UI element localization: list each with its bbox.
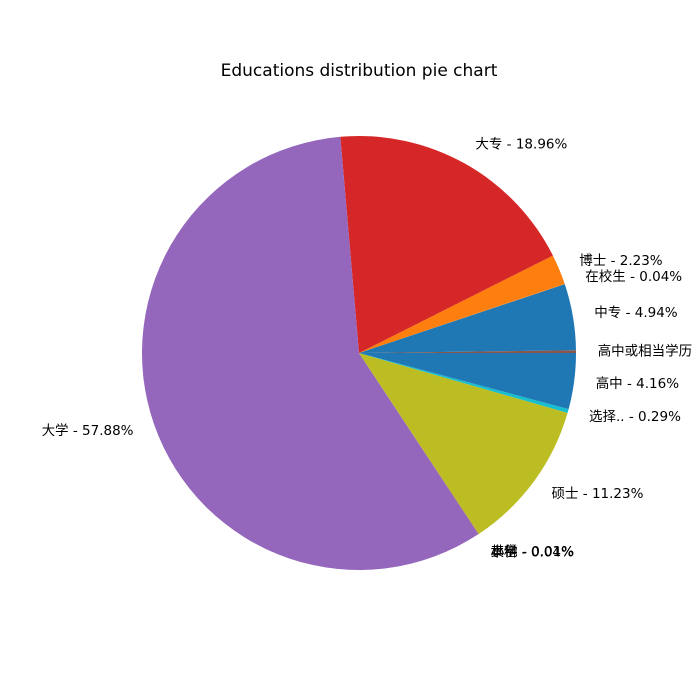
pie-slices <box>141 136 577 571</box>
slice-label-2: 在校生 - 0.04% <box>585 268 682 285</box>
pie-slice-9 <box>359 353 568 534</box>
slice-label-9: 硕士 - 11.23% <box>552 486 644 502</box>
pie-slice-0 <box>359 350 576 353</box>
slice-label-3: 博士 - 2.23% <box>579 252 663 269</box>
slice-label-6: 本科 - 0.04% <box>490 544 574 560</box>
pie-slice-5 <box>141 136 479 571</box>
pie-slice-1 <box>359 284 576 353</box>
slice-label-11: 高中 - 4.16% <box>596 375 680 392</box>
pie-slice-7 <box>359 353 479 535</box>
slice-label-1: 中专 - 4.94% <box>594 305 678 321</box>
slice-label-10: 选择.. - 0.29% <box>589 409 681 425</box>
pie-slice-3 <box>359 255 565 353</box>
pie-slice-4 <box>340 136 553 353</box>
pie-slice-11 <box>359 353 577 410</box>
pie-labels: 高中或相当学历 中专 - 4.94% 在校生 - 0.04%博士 - 2.23% 大专… <box>42 137 693 561</box>
slice-label-4: 大专 - 18.96% <box>475 137 567 153</box>
slice-label-7: 其他 - 0.01% <box>491 544 575 560</box>
slice-label-5: 大学 - 57.88% <box>42 423 134 439</box>
chart-title: Educations distribution pie chart <box>221 61 498 81</box>
pie-slice-6 <box>359 353 479 535</box>
pie-slice-10 <box>359 353 569 413</box>
slice-label-0: 高中或相当学历 <box>598 343 693 360</box>
pie-slice-2 <box>359 283 565 353</box>
pie-slice-8 <box>359 353 479 534</box>
slice-label-8: 小学 - 0.01% <box>491 544 575 560</box>
